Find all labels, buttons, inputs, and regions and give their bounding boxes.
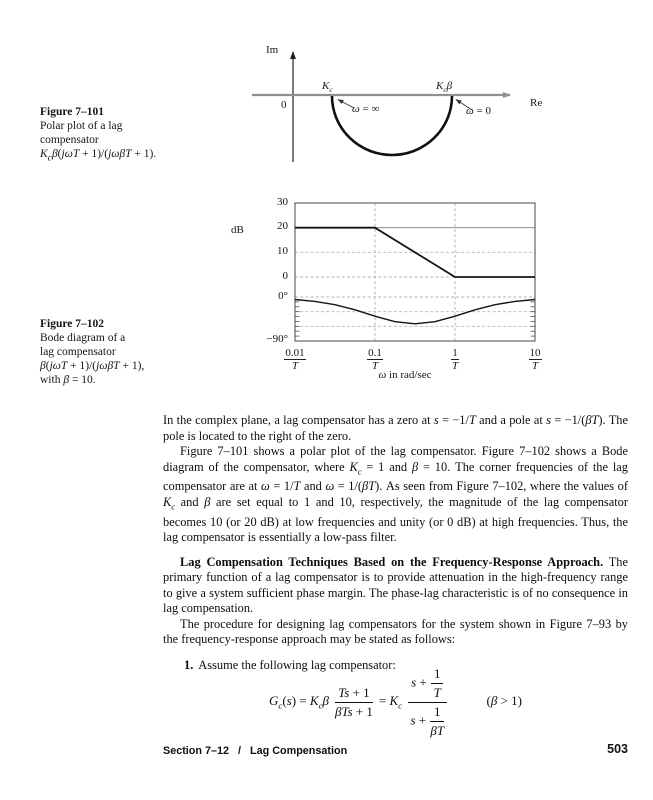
- figure-7-101-caption-line: Polar plot of a lag: [40, 120, 123, 132]
- paragraph-with-heading: Lag Compensation Techniques Based on the…: [163, 555, 628, 617]
- paragraph-text: The primary function of a lag compensato…: [163, 554, 628, 616]
- footer-section-title: Section 7–12 / Lag Compensation: [163, 745, 348, 757]
- annotation-arrow-omega-zero: [455, 99, 473, 111]
- numbered-list-item: 1. Assume the following lag compensator:: [163, 658, 628, 674]
- figure-7-102-caption-line: with β = 10.: [40, 374, 96, 386]
- polar-plot-figure: [252, 51, 511, 162]
- x-tick-10-over-T: 10 T: [515, 347, 555, 372]
- fraction-numerator: Ts + 1: [334, 685, 373, 703]
- paragraph: Figure 7–101 shows a polar plot of the l…: [163, 444, 628, 545]
- bode-x-axis-label: ω in rad/sec: [378, 369, 432, 381]
- x-tick-numerator: 0.01: [284, 347, 306, 360]
- kc-beta-point-label: Kcβ: [436, 80, 453, 95]
- annotation-arrow-omega-inf: [337, 99, 355, 109]
- x-tick-denominator: T: [371, 360, 379, 372]
- omega-zero-label: ω = 0: [466, 105, 491, 117]
- phase-tick-minus-90: −90°: [266, 333, 288, 345]
- figure-7-101-caption-line: Kcβ(jωT + 1)/(jωβT + 1).: [40, 148, 157, 164]
- figure-7-101-caption-title: Figure 7–101: [40, 106, 104, 118]
- equation-mid: = Kc: [378, 693, 403, 712]
- figure-7-102-caption-line: β(jωT + 1)/(jωβT + 1),: [40, 360, 145, 372]
- bode-plot-figure: [294, 202, 536, 342]
- mag-tick-10: 10: [277, 245, 288, 257]
- x-tick-denominator: T: [531, 360, 539, 372]
- figure-7-101-caption-line: compensator: [40, 134, 99, 146]
- list-item-number: 1.: [184, 657, 194, 672]
- x-tick-0.01-over-T: 0.01 T: [275, 347, 315, 372]
- x-tick-numerator: 0.1: [367, 347, 383, 360]
- paragraph: In the complex plane, a lag compensator …: [163, 413, 628, 443]
- figure-7-102-caption-line: lag compensator: [40, 346, 116, 358]
- bode-plot-frame: [294, 202, 536, 342]
- origin-label: 0: [281, 99, 287, 111]
- fraction-denominator: βTs + 1: [334, 704, 373, 719]
- body-text-column: In the complex plane, a lag compensator …: [163, 413, 628, 673]
- figure-7-102-caption-line: Bode diagram of a: [40, 332, 126, 344]
- figure-7-102-caption: Figure 7–102 Bode diagram of a lag compe…: [40, 317, 210, 387]
- x-tick-denominator: T: [451, 360, 459, 372]
- phase-tick-0: 0°: [278, 290, 288, 302]
- list-item-text: Assume the following lag compensator:: [198, 657, 396, 672]
- mag-tick-20: 20: [277, 220, 288, 232]
- x-tick-numerator: 10: [528, 347, 542, 360]
- equation-fraction-1: Ts + 1 βTs + 1: [334, 685, 373, 720]
- x-tick-0.1-over-T: 0.1 T: [355, 347, 395, 372]
- db-axis-label: dB: [231, 224, 244, 236]
- mag-tick-30: 30: [277, 196, 288, 208]
- x-tick-denominator: T: [291, 360, 299, 372]
- mag-tick-0: 0: [282, 270, 289, 282]
- im-axis-label: Im: [266, 44, 279, 56]
- polar-locus-semicircle: [330, 95, 454, 157]
- equation-lhs: Gc(s) = Kcβ: [269, 693, 329, 712]
- figure-7-102-caption-title: Figure 7–102: [40, 318, 104, 330]
- equation-condition: (β > 1): [486, 693, 522, 709]
- phase-curve: [294, 298, 536, 325]
- re-axis-label: Re: [530, 97, 543, 109]
- omega-infinity-label: ω = ∞: [352, 103, 380, 115]
- fraction-denominator: s + 1 βT: [410, 704, 445, 738]
- paragraph: The procedure for designing lag compensa…: [163, 616, 628, 647]
- kc-point-label: Kc: [322, 80, 333, 95]
- x-tick-numerator: 1: [451, 347, 459, 360]
- figure-7-101-caption: Figure 7–101 Polar plot of a lag compens…: [40, 105, 210, 165]
- run-in-heading: Lag Compensation Techniques Based on the…: [180, 554, 604, 569]
- footer-page-number: 503: [607, 742, 628, 756]
- nested-fraction: 1 βT: [430, 704, 445, 738]
- bode-gridlines: [295, 203, 535, 341]
- magnitude-curve: [295, 226, 535, 278]
